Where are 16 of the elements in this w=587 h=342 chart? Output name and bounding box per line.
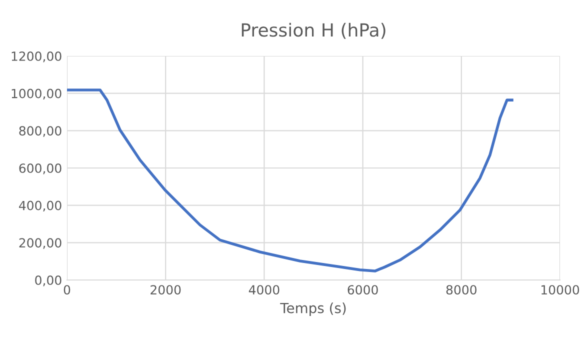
x-tick-label: 0: [64, 285, 70, 295]
y-tick-label: 600,00: [19, 163, 62, 174]
y-tick-label: 1000,00: [12, 88, 62, 100]
x-tick-label: 8000: [446, 285, 476, 295]
x-axis-title: Temps (s): [280, 302, 346, 316]
y-tick-label: 200,00: [19, 238, 62, 249]
y-tick-label: 400,00: [19, 200, 62, 212]
x-tick-label: 4000: [248, 285, 280, 295]
chart-title: Pression H (hPa): [242, 22, 386, 39]
y-tick-label: 0,00: [35, 275, 62, 286]
line-series: [67, 88, 514, 272]
x-tick-label: 6000: [348, 285, 378, 295]
x-tick-label: 2000: [150, 285, 181, 295]
y-tick-label: 800,00: [19, 126, 62, 137]
x-tick-label: 10000: [541, 285, 580, 295]
y-tick-label: 1200,00: [12, 51, 62, 62]
